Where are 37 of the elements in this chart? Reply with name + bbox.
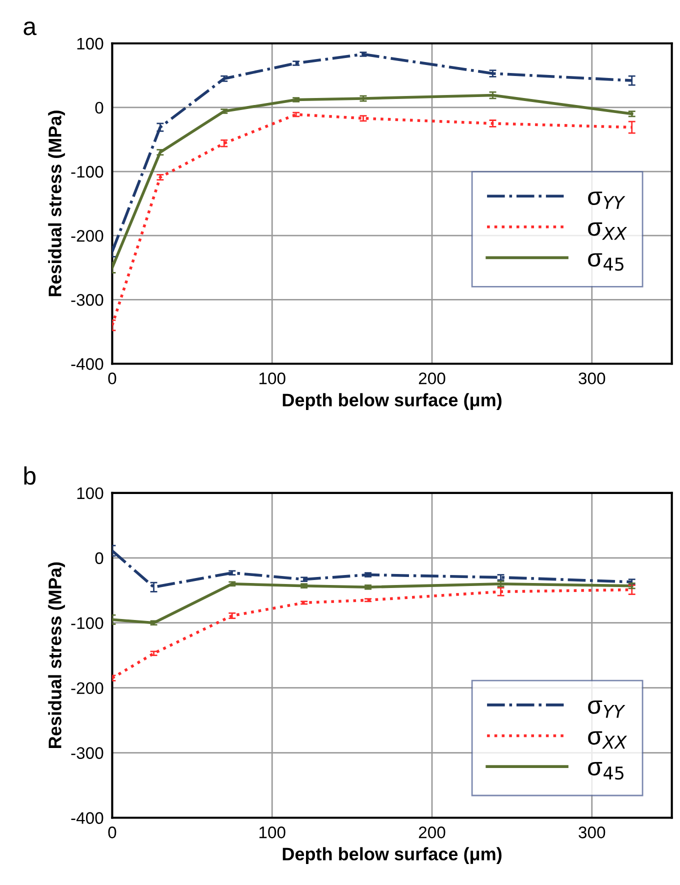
legend-label: σ$_{XX}$ [588, 731, 628, 749]
legend-label: σ$_{YY}$ [588, 700, 626, 718]
y-tick-label: -400 [71, 812, 104, 824]
y-axis-title: Residual stress (MPa) [48, 110, 65, 296]
x-tick-label: 100 [259, 372, 286, 384]
y-tick-label: -100 [71, 166, 104, 178]
y-tick-label: 100 [77, 487, 104, 500]
x-tick-label: 200 [418, 372, 446, 384]
y-tick-label: -300 [71, 747, 104, 759]
line-series [112, 52, 634, 253]
legend-label: σ$_{XX}$ [588, 222, 628, 240]
y-tick-label: -400 [71, 358, 104, 370]
y-tick-label: -300 [71, 294, 104, 306]
y-axis-title: Residual stress (MPa) [48, 562, 65, 748]
legend-label: σ$_{45}$ [588, 253, 624, 271]
x-tick-label: 300 [578, 372, 606, 384]
line-series [112, 549, 634, 589]
y-tick-label: -100 [71, 617, 104, 630]
chart-title: b [24, 466, 36, 485]
x-tick-label: 0 [108, 372, 116, 384]
y-tick-label: -200 [71, 682, 104, 694]
legend-label: σ$_{45}$ [588, 762, 624, 780]
line-series [112, 94, 634, 270]
x-tick-label: 100 [259, 826, 286, 838]
x-axis-title: Depth below surface (μm) [282, 393, 502, 410]
x-tick-label: 200 [418, 826, 446, 838]
chart-title: a [24, 22, 37, 36]
y-tick-label: 0 [95, 552, 104, 564]
x-tick-label: 0 [108, 826, 116, 838]
line-series [112, 113, 634, 327]
line-series [112, 582, 634, 624]
y-tick-label: -200 [71, 230, 104, 242]
x-axis-title: Depth below surface (μm) [282, 847, 502, 864]
y-tick-label: 0 [95, 102, 104, 114]
y-tick-label: 100 [77, 38, 104, 50]
legend-label: σ$_{YY}$ [588, 192, 626, 209]
x-tick-label: 300 [578, 826, 606, 838]
